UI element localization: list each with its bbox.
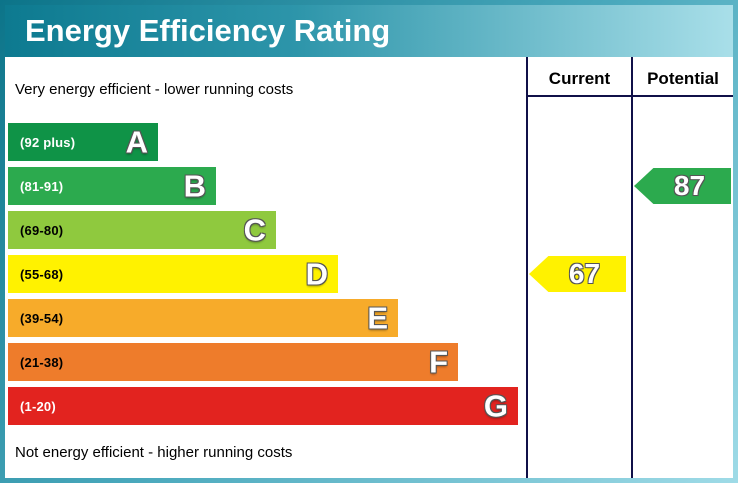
- band-letter: G: [483, 388, 508, 424]
- rating-bands: (92 plus) A (81-91) B (69-80) C (55-68) D (39-54…: [8, 123, 518, 431]
- epc-panel: Energy Efficiency Rating Current Potenti…: [5, 5, 733, 478]
- band-row-b: (81-91) B: [8, 167, 216, 205]
- band-letter: A: [125, 124, 148, 160]
- band-row-f: (21-38) F: [8, 343, 458, 381]
- band-row-e: (39-54) E: [8, 299, 398, 337]
- page-title: Energy Efficiency Rating: [5, 5, 733, 57]
- band-letter: F: [429, 344, 448, 380]
- band-letter: D: [305, 256, 328, 292]
- band-row-c: (69-80) C: [8, 211, 276, 249]
- band-range-label: (69-80): [20, 222, 64, 238]
- column-header-potential: Potential: [647, 69, 719, 88]
- band-range-label: (81-91): [20, 178, 64, 194]
- band-range-label: (39-54): [20, 310, 64, 326]
- bottom-note: Not energy efficient - higher running co…: [15, 444, 293, 461]
- band-letter: B: [183, 168, 206, 204]
- band-row-d: (55-68) D: [8, 255, 338, 293]
- potential-rating-value: 87: [673, 170, 706, 201]
- band-range-label: (1-20): [20, 398, 56, 414]
- column-header-current: Current: [548, 69, 611, 88]
- band-row-g: (1-20) G: [8, 387, 518, 425]
- header-underline: [526, 95, 733, 97]
- current-rating-value: 67: [568, 258, 601, 289]
- band-letter: C: [243, 212, 266, 248]
- band-range-label: (92 plus): [20, 134, 76, 150]
- current-rating-arrow: 67: [529, 256, 626, 292]
- band-letter: E: [367, 300, 388, 336]
- column-divider-right: [631, 57, 633, 478]
- top-note: Very energy efficient - lower running co…: [15, 81, 294, 98]
- column-divider-left: [526, 57, 528, 478]
- potential-rating-arrow: 87: [634, 168, 731, 204]
- energy-rating-chart: Current Potential Very energy efficient …: [5, 57, 733, 478]
- band-range-label: (55-68): [20, 266, 64, 282]
- band-row-a: (92 plus) A: [8, 123, 158, 161]
- band-range-label: (21-38): [20, 354, 64, 370]
